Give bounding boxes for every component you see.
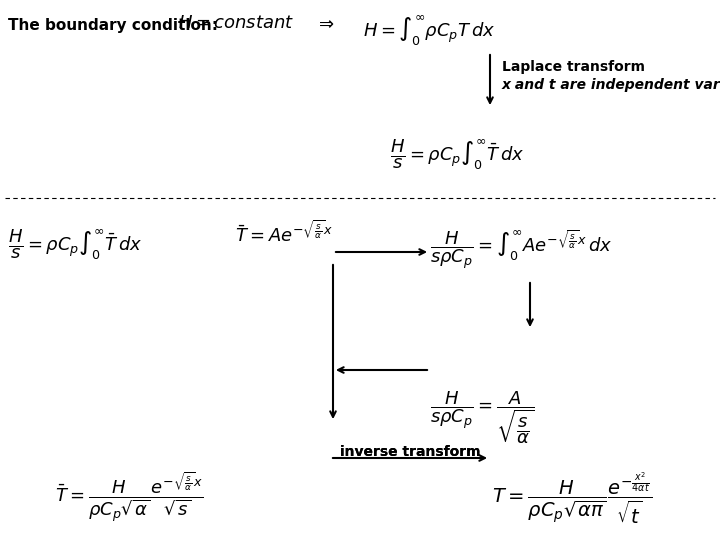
Text: $\dfrac{H}{s\rho C_p} = \int_0^{\infty} A e^{-\sqrt{\frac{s}{\alpha}}x}\,dx$: $\dfrac{H}{s\rho C_p} = \int_0^{\infty} …: [430, 228, 613, 271]
Text: $\bar{T} = A e^{-\sqrt{\frac{s}{\alpha}}x}$: $\bar{T} = A e^{-\sqrt{\frac{s}{\alpha}}…: [235, 220, 333, 246]
Text: x and t are independent variables: x and t are independent variables: [502, 78, 720, 92]
Text: $\dfrac{H}{s} = \rho C_p \int_0^{\infty} \bar{T}\,dx$: $\dfrac{H}{s} = \rho C_p \int_0^{\infty}…: [390, 138, 525, 172]
Text: $\dfrac{H}{s\rho C_p} = \dfrac{A}{\sqrt{\dfrac{s}{\alpha}}}$: $\dfrac{H}{s\rho C_p} = \dfrac{A}{\sqrt{…: [430, 390, 534, 446]
Text: inverse transform: inverse transform: [340, 445, 480, 459]
Text: $H = \int_0^{\infty} \rho C_p T\,dx$: $H = \int_0^{\infty} \rho C_p T\,dx$: [363, 14, 495, 48]
Text: inverse transform: inverse transform: [340, 445, 480, 459]
Text: $H = constant$: $H = constant$: [178, 14, 294, 32]
Text: $T = \dfrac{H}{\rho C_p \sqrt{\alpha\pi}} \dfrac{e^{-\frac{x^2}{4\alpha t}}}{\sq: $T = \dfrac{H}{\rho C_p \sqrt{\alpha\pi}…: [492, 470, 652, 526]
Text: $\bar{T} = \dfrac{H}{\rho C_p \sqrt{\alpha}} \dfrac{e^{-\sqrt{\frac{s}{\alpha}}x: $\bar{T} = \dfrac{H}{\rho C_p \sqrt{\alp…: [55, 470, 204, 524]
Text: $\dfrac{H}{s} = \rho C_p \int_0^{\infty} \bar{T}\,dx$: $\dfrac{H}{s} = \rho C_p \int_0^{\infty}…: [8, 228, 143, 262]
Text: $\Rightarrow$: $\Rightarrow$: [315, 14, 335, 32]
Text: Laplace transform: Laplace transform: [502, 60, 645, 74]
Text: The boundary condition:: The boundary condition:: [8, 18, 218, 33]
